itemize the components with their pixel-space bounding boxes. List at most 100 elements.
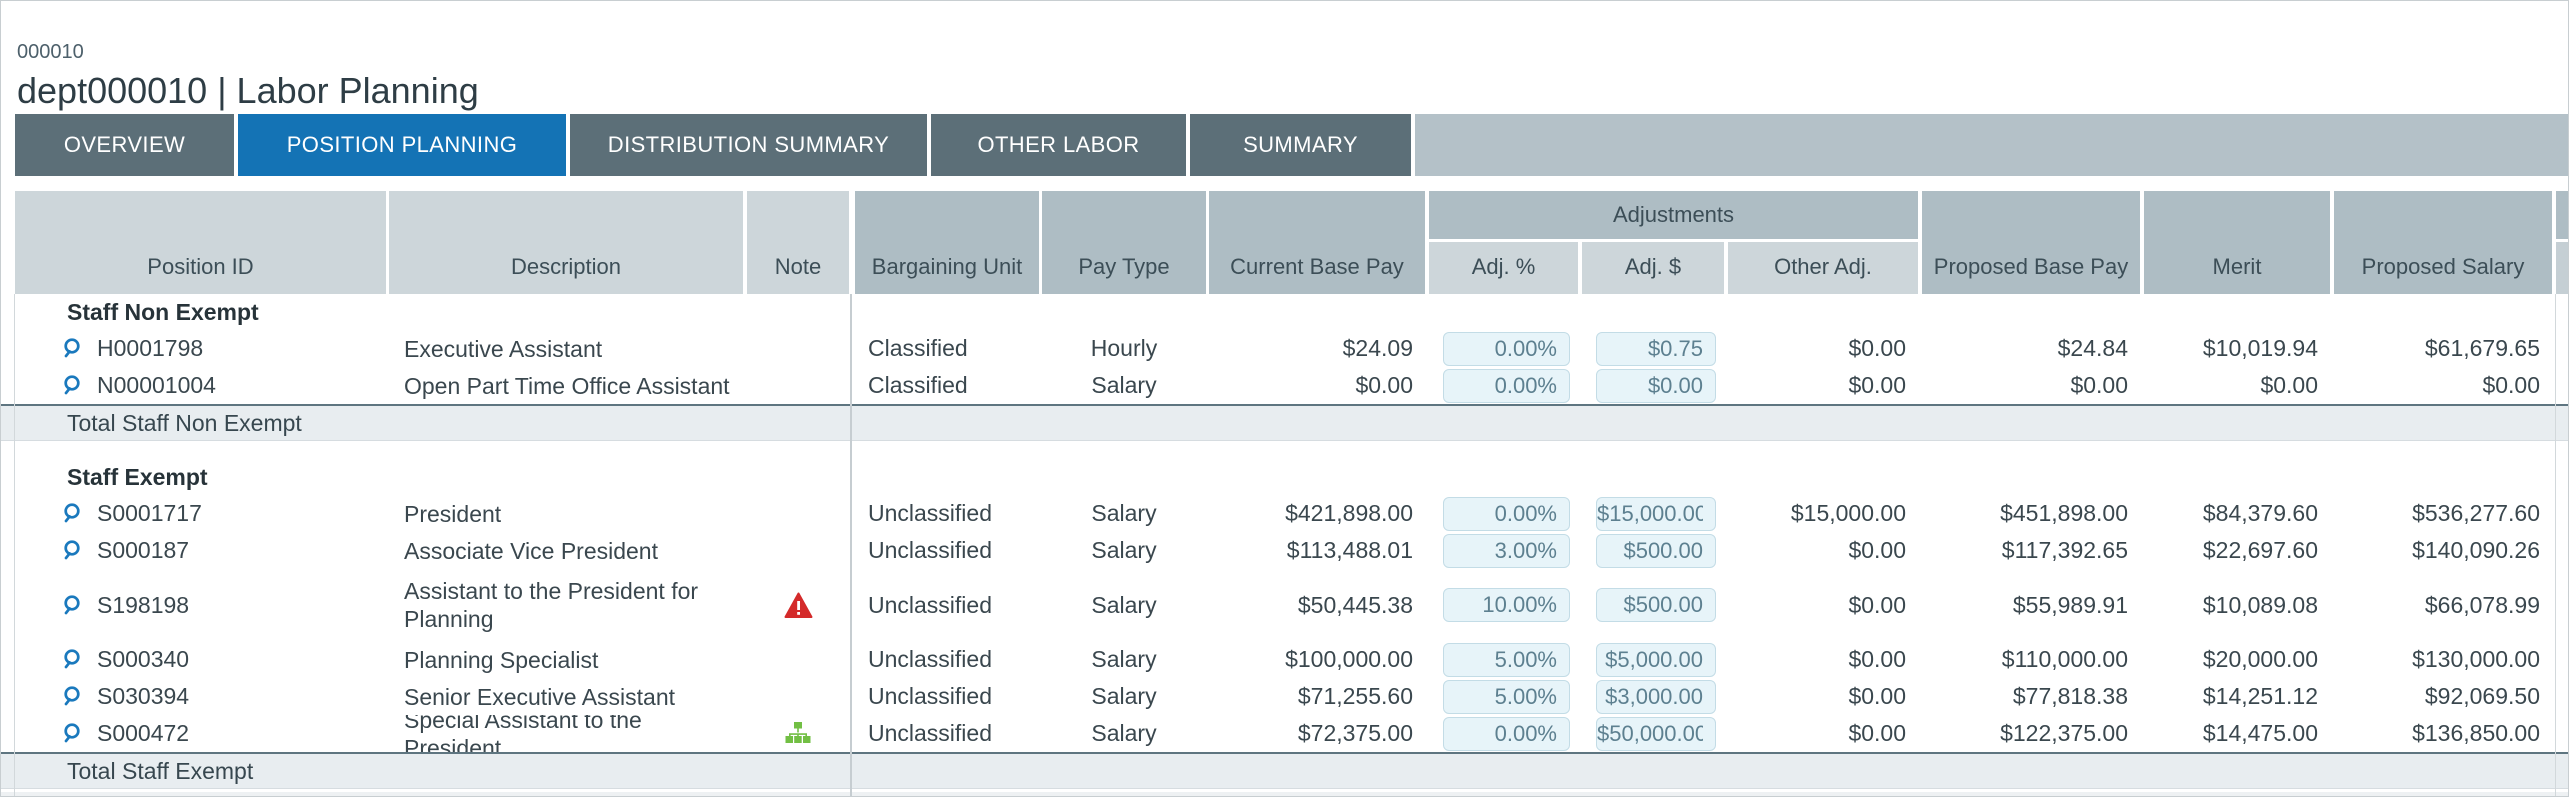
adj-pct-input[interactable] (1443, 533, 1570, 568)
col-header-position-id[interactable]: Position ID (15, 191, 386, 294)
position-lookup-icon[interactable] (62, 374, 85, 397)
group-header-row: Staff Non Exempt (1, 294, 2568, 330)
adj-amt-input[interactable] (1596, 533, 1716, 568)
position-description: President (404, 500, 502, 527)
pay-type: Salary (1091, 720, 1157, 746)
position-description: Senior Executive Assistant (404, 683, 676, 710)
position-description: Associate Vice President (404, 537, 658, 564)
pay-type: Salary (1091, 500, 1157, 526)
merit: $20,000.00 (2202, 646, 2318, 672)
org-chart-icon[interactable] (785, 722, 811, 745)
proposed-base-pay: $77,818.38 (2012, 683, 2128, 709)
note-cell (747, 367, 849, 404)
adj-amt-input[interactable] (1596, 496, 1716, 531)
table-header: Position ID Description Note Bargaining … (1, 191, 2568, 294)
group-total-row: Total Staff Non Exempt (1, 404, 2568, 441)
group-label: Staff Non Exempt (67, 298, 259, 325)
position-lookup-icon[interactable] (62, 685, 85, 708)
col-header-description[interactable]: Description (389, 191, 743, 294)
proposed-salary: $92,069.50 (2424, 683, 2540, 709)
col-header-pay-type[interactable]: Pay Type (1042, 191, 1206, 294)
adj-pct-input[interactable] (1443, 368, 1570, 403)
adj-pct-input[interactable] (1443, 716, 1570, 751)
pay-type: Salary (1091, 646, 1157, 672)
adj-pct-input[interactable] (1443, 331, 1570, 366)
other-adj: $0.00 (1848, 683, 1906, 709)
page-header: 000010 dept000010 | Labor Planning (1, 1, 2568, 114)
proposed-salary: $61,679.65 (2424, 335, 2540, 361)
group-label: Staff Exempt (67, 463, 208, 490)
merit: $14,475.00 (2202, 720, 2318, 746)
proposed-salary: $536,277.60 (2412, 500, 2540, 526)
tab-bar-filler (1415, 114, 2568, 176)
bargaining-unit: Unclassified (868, 683, 992, 709)
position-lookup-icon[interactable] (62, 502, 85, 525)
adj-pct-input[interactable] (1443, 588, 1570, 622)
proposed-salary: $136,850.00 (2412, 720, 2540, 746)
col-header-other-adj[interactable]: Other Adj. (1728, 242, 1918, 294)
bargaining-unit: Classified (868, 372, 968, 398)
position-lookup-icon[interactable] (62, 594, 85, 617)
tab-other-labor[interactable]: OTHER LABOR (931, 114, 1186, 176)
other-adj: $0.00 (1848, 646, 1906, 672)
other-adj: $0.00 (1848, 720, 1906, 746)
merit: $10,089.08 (2202, 591, 2318, 618)
position-description: Planning Specialist (404, 646, 599, 673)
next-column-sliver-bottom (2556, 242, 2568, 294)
other-adj: $15,000.00 (1790, 500, 1906, 526)
other-adj: $0.00 (1848, 537, 1906, 563)
note-cell (747, 532, 849, 569)
table-body: Staff Non Exempt H0001798 Executive Assi… (1, 294, 2568, 796)
position-row: S000187 Associate Vice President Unclass… (1, 532, 2568, 569)
col-header-bargaining-unit[interactable]: Bargaining Unit (855, 191, 1039, 294)
tab-position-planning[interactable]: POSITION PLANNING (238, 114, 566, 176)
current-base-pay: $100,000.00 (1285, 646, 1413, 672)
position-row: S000472 Special Assistant to the Preside… (1, 715, 2568, 752)
adj-amt-input[interactable] (1596, 588, 1716, 622)
col-header-merit[interactable]: Merit (2144, 191, 2330, 294)
adj-pct-input[interactable] (1443, 679, 1570, 714)
col-header-note[interactable]: Note (747, 191, 849, 294)
col-header-proposed-salary[interactable]: Proposed Salary (2334, 191, 2552, 294)
current-base-pay: $72,375.00 (1297, 720, 1413, 746)
merit: $22,697.60 (2202, 537, 2318, 563)
position-id: S000472 (97, 720, 190, 746)
merit: $14,251.12 (2202, 683, 2318, 709)
position-row: S198198 Assistant to the President for P… (1, 569, 2568, 641)
tab-distribution-summary[interactable]: DISTRIBUTION SUMMARY (570, 114, 927, 176)
warning-icon[interactable] (784, 592, 813, 619)
adj-amt-input[interactable] (1596, 368, 1716, 403)
position-id: S030394 (97, 683, 190, 709)
other-adj: $0.00 (1848, 591, 1906, 618)
tab-overview[interactable]: OVERVIEW (15, 114, 234, 176)
department-code: 000010 (17, 41, 84, 63)
position-row: S030394 Senior Executive Assistant Uncla… (1, 678, 2568, 715)
position-lookup-icon[interactable] (62, 337, 85, 360)
adj-amt-input[interactable] (1596, 642, 1716, 677)
adj-pct-input[interactable] (1443, 496, 1570, 531)
current-base-pay: $113,488.01 (1286, 537, 1413, 563)
position-lookup-icon[interactable] (62, 722, 85, 745)
col-header-adj-pct[interactable]: Adj. % (1429, 242, 1578, 294)
group-header-row: Staff Exempt (1, 459, 2568, 495)
note-cell (747, 678, 849, 715)
proposed-base-pay: $117,392.65 (2001, 537, 2128, 563)
note-cell (747, 641, 849, 678)
group-total-row: Total Staff Exempt (1, 752, 2568, 789)
col-header-adj-amt[interactable]: Adj. $ (1582, 242, 1724, 294)
adj-amt-input[interactable] (1596, 716, 1716, 751)
proposed-salary: $140,090.26 (2412, 537, 2540, 563)
adj-amt-input[interactable] (1596, 331, 1716, 366)
proposed-base-pay: $24.84 (2057, 335, 2128, 361)
adj-amt-input[interactable] (1596, 679, 1716, 714)
tab-summary[interactable]: SUMMARY (1190, 114, 1411, 176)
page-title: dept000010 | Labor Planning (17, 70, 479, 111)
col-header-current-base-pay[interactable]: Current Base Pay (1209, 191, 1425, 294)
position-lookup-icon[interactable] (62, 539, 85, 562)
col-header-proposed-base-pay[interactable]: Proposed Base Pay (1922, 191, 2140, 294)
position-lookup-icon[interactable] (62, 648, 85, 671)
position-id: H0001798 (97, 335, 204, 361)
merit: $0.00 (2260, 372, 2318, 398)
adj-pct-input[interactable] (1443, 642, 1570, 677)
